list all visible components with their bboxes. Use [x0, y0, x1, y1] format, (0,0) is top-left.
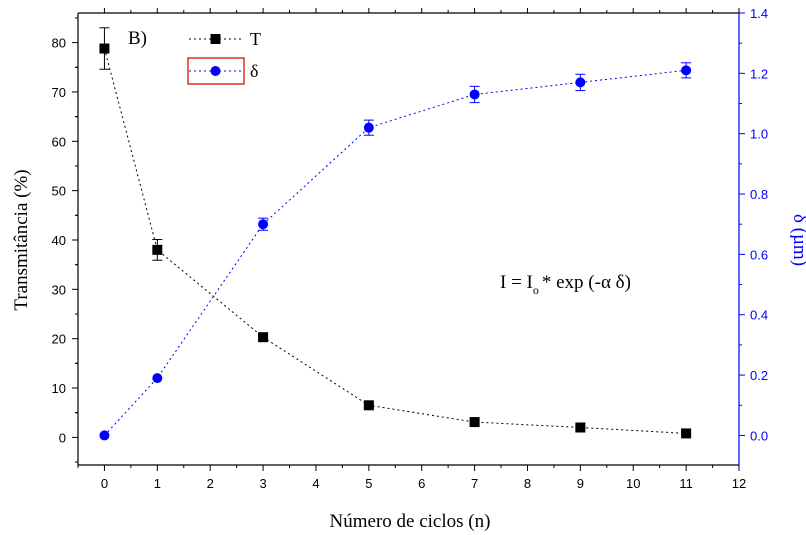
- x-tick-label: 4: [312, 476, 319, 491]
- data-point-square: [681, 428, 692, 439]
- data-point-circle: [469, 89, 480, 100]
- legend-highlight-box: [187, 57, 245, 85]
- y-right-tick-label: 0.6: [750, 247, 768, 262]
- series-line-1: [103, 48, 687, 434]
- y-right-tick-label: 1.0: [750, 127, 768, 142]
- data-point-circle: [258, 219, 269, 230]
- data-point-square: [99, 43, 110, 54]
- x-tick-label: 3: [259, 476, 266, 491]
- equation-subscript: o: [533, 283, 539, 297]
- x-tick-label: 10: [626, 476, 640, 491]
- equation-annotation: I = Io * exp (-α δ): [500, 272, 631, 297]
- data-point-circle: [99, 430, 110, 441]
- legend: Tδ: [187, 29, 261, 85]
- y-left-tick-label: 30: [52, 282, 66, 297]
- y-left-tick-label: 50: [52, 184, 66, 199]
- y-left-axis-title: Transmitância (%): [11, 169, 32, 310]
- data-point-square: [152, 244, 163, 255]
- equation-lhs: I = I: [500, 272, 533, 293]
- data-point-square: [258, 332, 269, 343]
- x-tick-label: 8: [524, 476, 531, 491]
- y-right-tick-label: 1.4: [750, 6, 768, 21]
- y-left-tick-label: 20: [52, 332, 66, 347]
- plot-frame: [77, 12, 740, 466]
- data-point-square: [363, 400, 374, 411]
- y-left-tick-label: 10: [52, 381, 66, 396]
- data-point-square: [469, 417, 480, 428]
- legend-label-2: δ: [250, 61, 258, 81]
- legend-label-1: T: [250, 29, 261, 49]
- x-tick-label: 11: [679, 476, 693, 491]
- data-point-square: [575, 422, 586, 433]
- equation-rhs: * exp (-α δ): [542, 272, 631, 293]
- x-tick-label: 0: [101, 476, 108, 491]
- y-right-tick-label: 0.0: [750, 428, 768, 443]
- legend-marker-circle: [210, 66, 221, 76]
- x-tick-label: 6: [418, 476, 425, 491]
- x-tick-label: 1: [154, 476, 161, 491]
- y-right-axis-ticks: 0.0 0.2 0.4 0.6 0.8 1.0 1.2 1.4: [739, 6, 768, 443]
- x-axis-title: Número de ciclos (n): [330, 511, 491, 532]
- y-left-tick-label: 70: [52, 85, 66, 100]
- y-right-tick-label: 0.4: [750, 308, 768, 323]
- data-point-circle: [152, 373, 163, 384]
- y-left-tick-label: 0: [59, 430, 66, 445]
- y-right-tick-label: 0.2: [750, 368, 768, 383]
- x-tick-label: 2: [207, 476, 214, 491]
- series-layer: [99, 27, 692, 441]
- x-tick-label: 5: [365, 476, 372, 491]
- x-tick-label: 12: [732, 476, 746, 491]
- y-right-tick-label: 1.2: [750, 66, 768, 81]
- panel-label: B): [128, 28, 147, 49]
- y-left-tick-label: 40: [52, 233, 66, 248]
- x-axis-ticks: 0 1 2 3 4 5 6 7 8 9 10 11 12: [77, 8, 746, 491]
- data-point-circle: [681, 65, 692, 76]
- data-point-circle: [363, 122, 374, 133]
- y-right-axis-title: δ (µm): [789, 214, 806, 266]
- legend-marker-square: [210, 34, 221, 44]
- x-tick-label: 9: [577, 476, 584, 491]
- x-tick-label: 7: [471, 476, 478, 491]
- data-point-circle: [575, 77, 586, 88]
- series-line-2: [104, 69, 687, 436]
- y-right-tick-label: 0.8: [750, 187, 768, 202]
- y-left-tick-label: 80: [52, 36, 66, 51]
- y-left-tick-label: 60: [52, 134, 66, 149]
- y-left-axis-ticks: 0 10 20 30 40 50 60 70 80: [52, 17, 78, 463]
